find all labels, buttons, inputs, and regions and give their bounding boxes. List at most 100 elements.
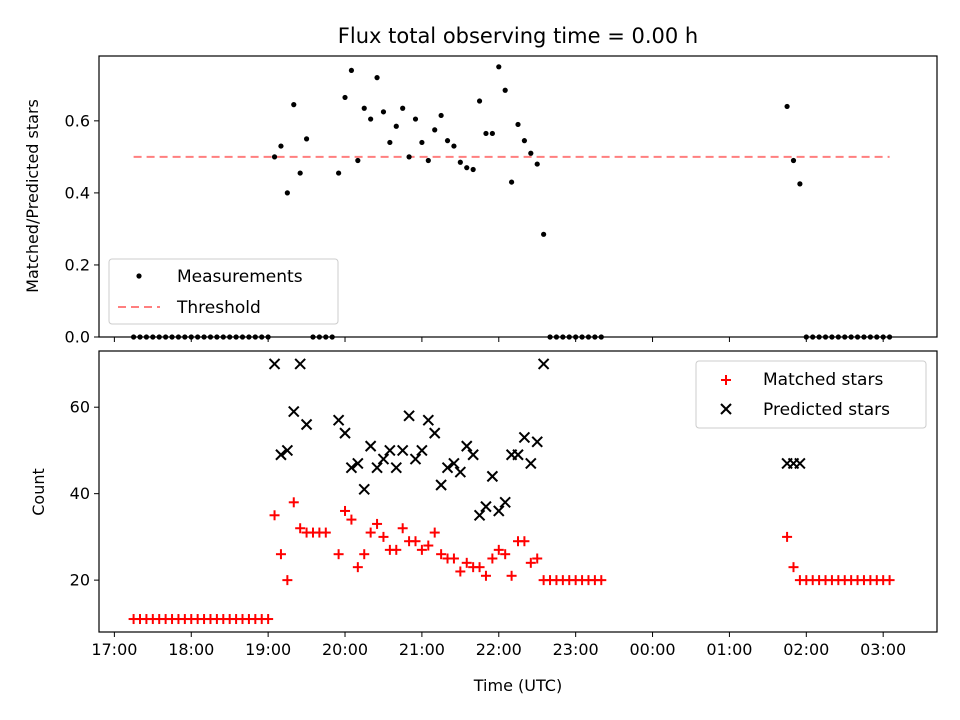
x-marker-b bbox=[435, 479, 447, 491]
predicted-star-point bbox=[390, 462, 402, 474]
x-tick-label: 19:00 bbox=[245, 640, 291, 659]
y-tick-label: 40 bbox=[70, 484, 90, 503]
measurement-point bbox=[425, 157, 431, 164]
x-marker-b bbox=[493, 505, 505, 517]
measurement-point bbox=[797, 181, 803, 187]
bottom-y-axis-label: Count bbox=[29, 468, 48, 516]
matched-star-point bbox=[461, 557, 472, 568]
measurement-point bbox=[784, 103, 790, 110]
x-marker-b bbox=[281, 444, 294, 457]
measurement-point bbox=[387, 139, 393, 146]
predicted-star-point bbox=[461, 440, 473, 452]
x-marker-b bbox=[794, 457, 806, 470]
predicted-star-point bbox=[454, 466, 467, 478]
predicted-star-point bbox=[416, 444, 428, 457]
matched-star-point bbox=[295, 523, 306, 534]
top-plot-area: 0.0 0.2 0.4 0.6 Measurements Threshold bbox=[65, 55, 938, 347]
y-tick-label: 60 bbox=[70, 398, 90, 417]
x-marker-b bbox=[364, 440, 377, 452]
measurement-point bbox=[457, 159, 463, 165]
predicted-star-point bbox=[358, 483, 370, 496]
predicted-star-point bbox=[396, 444, 409, 457]
predicted-star-point bbox=[493, 505, 505, 517]
matched-star-point bbox=[506, 570, 517, 581]
bottom-legend: Matched stars Predicted stars bbox=[695, 360, 927, 429]
x-marker-b bbox=[268, 358, 281, 370]
measurement-point bbox=[342, 94, 348, 101]
matched-star-point bbox=[448, 553, 459, 564]
predicted-star-point bbox=[499, 496, 511, 509]
measurement-point bbox=[374, 75, 380, 81]
measurement-point bbox=[496, 64, 502, 70]
measurement-point bbox=[412, 116, 419, 122]
predicted-star-point bbox=[288, 405, 300, 418]
matched-star-point bbox=[391, 544, 402, 555]
measurement-point bbox=[348, 67, 355, 74]
predicted-star-point bbox=[537, 358, 550, 370]
predicted-star-point bbox=[377, 453, 390, 465]
x-marker-b bbox=[288, 405, 300, 418]
matched-star-point bbox=[782, 531, 793, 542]
x-marker-b bbox=[480, 500, 492, 513]
x-tick-label: 17:00 bbox=[91, 640, 137, 659]
predicted-star-point bbox=[294, 358, 306, 370]
matched-star-point bbox=[410, 536, 421, 547]
legend-marker-measurements bbox=[136, 273, 142, 279]
x-marker-b bbox=[486, 470, 499, 483]
x-marker-b bbox=[441, 462, 454, 474]
bottom-plot-area: 20 40 60 17:00 18:00 19:00 20:00 21:00 22:00 23:0… bbox=[70, 350, 938, 659]
matched-star-point bbox=[282, 575, 293, 586]
measurement-point bbox=[271, 154, 278, 160]
measurement-point bbox=[380, 109, 387, 115]
matched-star-point bbox=[423, 540, 434, 551]
bottom-legend-box bbox=[695, 360, 927, 429]
x-marker-b bbox=[275, 449, 287, 461]
predicted-star-point bbox=[332, 414, 345, 426]
measurement-point bbox=[476, 98, 483, 104]
matched-star-point bbox=[493, 544, 504, 555]
measurement-point bbox=[483, 130, 489, 137]
predicted-star-point bbox=[384, 444, 396, 457]
matched-star-point bbox=[788, 562, 799, 573]
top-y-axis-label: Matched/Predicted stars bbox=[23, 99, 42, 293]
predicted-star-point bbox=[480, 500, 492, 513]
measurement-point bbox=[464, 165, 470, 171]
y-tick-label: 0.0 bbox=[65, 328, 90, 347]
legend-marker-matched bbox=[721, 375, 731, 385]
x-tick-label: 21:00 bbox=[399, 640, 445, 659]
x-marker-b bbox=[429, 427, 441, 439]
measurement-point bbox=[528, 150, 534, 156]
measurement-point bbox=[534, 161, 540, 167]
predicted-star-point bbox=[352, 457, 364, 470]
matched-star-point bbox=[525, 557, 536, 568]
measurement-point bbox=[489, 130, 495, 137]
measurement-point bbox=[355, 157, 361, 164]
matched-star-point bbox=[480, 570, 491, 581]
x-tick-label: 02:00 bbox=[783, 640, 829, 659]
matched-star-point bbox=[269, 510, 280, 521]
bottom-axes-frame bbox=[98, 350, 938, 633]
matched-star-point bbox=[365, 527, 376, 538]
predicted-star-point bbox=[422, 414, 435, 426]
y-tick-label: 0.2 bbox=[65, 255, 90, 274]
predicted-star-point bbox=[281, 444, 294, 457]
measurement-point bbox=[438, 112, 444, 119]
x-marker-b bbox=[461, 440, 473, 452]
x-marker-b bbox=[409, 453, 422, 465]
legend-label-matched: Matched stars bbox=[763, 370, 883, 390]
x-marker-b bbox=[467, 449, 479, 461]
x-marker-b bbox=[358, 483, 370, 496]
predicted-star-point bbox=[364, 440, 377, 452]
top-legend: Measurements Threshold bbox=[108, 258, 339, 325]
x-marker-b bbox=[473, 509, 486, 521]
predicted-star-point bbox=[525, 457, 537, 470]
measurement-point bbox=[284, 190, 290, 196]
x-tick-label: 00:00 bbox=[629, 640, 675, 659]
measurement-point bbox=[400, 105, 406, 111]
x-marker-b bbox=[448, 457, 460, 470]
measurement-point bbox=[368, 116, 374, 122]
x-marker-b bbox=[377, 453, 390, 465]
top-chart-title: Flux total observing time = 0.00 h bbox=[338, 24, 698, 48]
x-marker-b bbox=[720, 403, 732, 415]
